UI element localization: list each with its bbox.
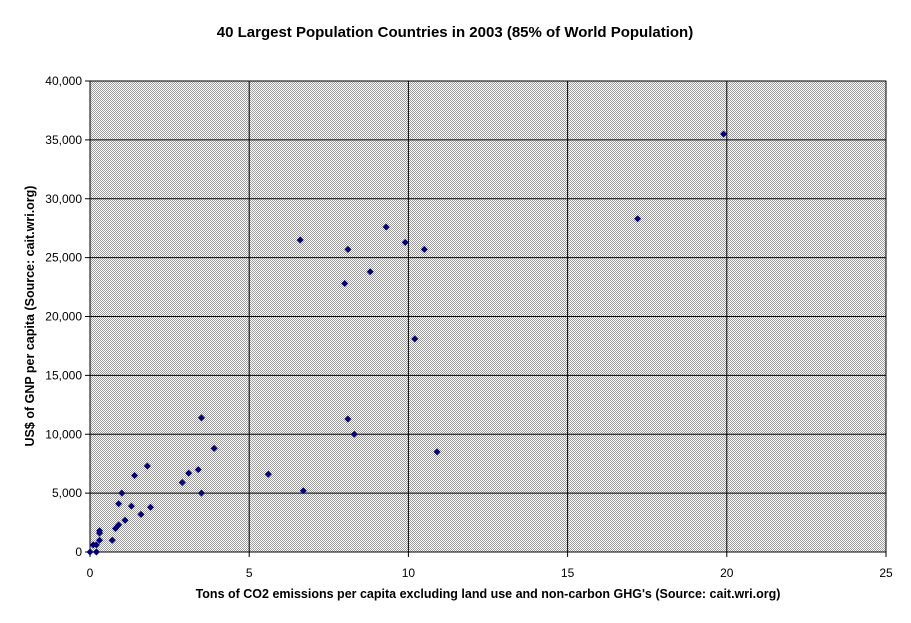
y-tick-label: 40,000 — [45, 74, 82, 88]
data-point — [92, 548, 100, 556]
x-axis-ticks: 0 5 10 15 20 25 — [87, 552, 893, 580]
data-point — [146, 503, 154, 511]
x-tick-label: 10 — [402, 566, 416, 580]
data-point — [411, 335, 419, 343]
data-point — [401, 238, 409, 246]
y-tick-label: 5,000 — [52, 486, 82, 500]
data-point — [366, 268, 374, 276]
x-tick-label: 5 — [246, 566, 253, 580]
data-point — [118, 489, 126, 497]
y-tick-label: 25,000 — [45, 251, 82, 265]
data-point — [382, 223, 390, 231]
data-point — [341, 280, 349, 288]
y-tick-label: 10,000 — [45, 427, 82, 441]
data-point — [121, 516, 129, 524]
chart-title: 40 Largest Population Countries in 2003 … — [217, 24, 693, 41]
gridlines — [90, 80, 887, 552]
data-points — [86, 130, 728, 556]
data-point — [96, 536, 104, 544]
x-tick-label: 20 — [720, 566, 734, 580]
data-point — [86, 548, 94, 556]
data-point — [143, 462, 151, 470]
data-point — [178, 479, 186, 487]
y-tick-label: 35,000 — [45, 133, 82, 147]
data-point — [194, 466, 202, 474]
data-point — [115, 521, 123, 529]
data-point — [92, 541, 100, 549]
data-point — [197, 489, 205, 497]
y-tick-label: 30,000 — [45, 192, 82, 206]
data-point — [433, 448, 441, 456]
data-point — [634, 215, 642, 223]
x-tick-label: 25 — [879, 566, 893, 580]
data-point — [296, 236, 304, 244]
y-tick-label: 20,000 — [45, 310, 82, 324]
data-point — [350, 430, 358, 438]
data-point — [210, 444, 218, 452]
data-point — [720, 130, 728, 138]
data-point — [127, 502, 135, 510]
data-point — [420, 245, 428, 253]
data-point — [197, 414, 205, 422]
data-point — [137, 510, 145, 518]
y-tick-label: 15,000 — [45, 368, 82, 382]
data-point — [344, 415, 352, 423]
data-point — [115, 500, 123, 508]
data-point — [264, 470, 272, 478]
data-point — [344, 245, 352, 253]
x-axis-label: Tons of CO2 emissions per capita excludi… — [196, 587, 781, 601]
data-point — [108, 536, 116, 544]
data-point — [299, 487, 307, 495]
data-point — [96, 527, 104, 535]
y-axis-label: US$ of GNP per capita (Source: cait.wri.… — [23, 186, 37, 447]
data-point — [131, 471, 139, 479]
y-tick-label: 0 — [75, 545, 82, 559]
x-tick-label: 15 — [561, 566, 575, 580]
data-point — [185, 469, 193, 477]
y-axis-ticks: 0 5,000 10,000 15,000 20,000 25,000 30,000 35,0… — [45, 74, 90, 559]
x-tick-label: 0 — [87, 566, 94, 580]
